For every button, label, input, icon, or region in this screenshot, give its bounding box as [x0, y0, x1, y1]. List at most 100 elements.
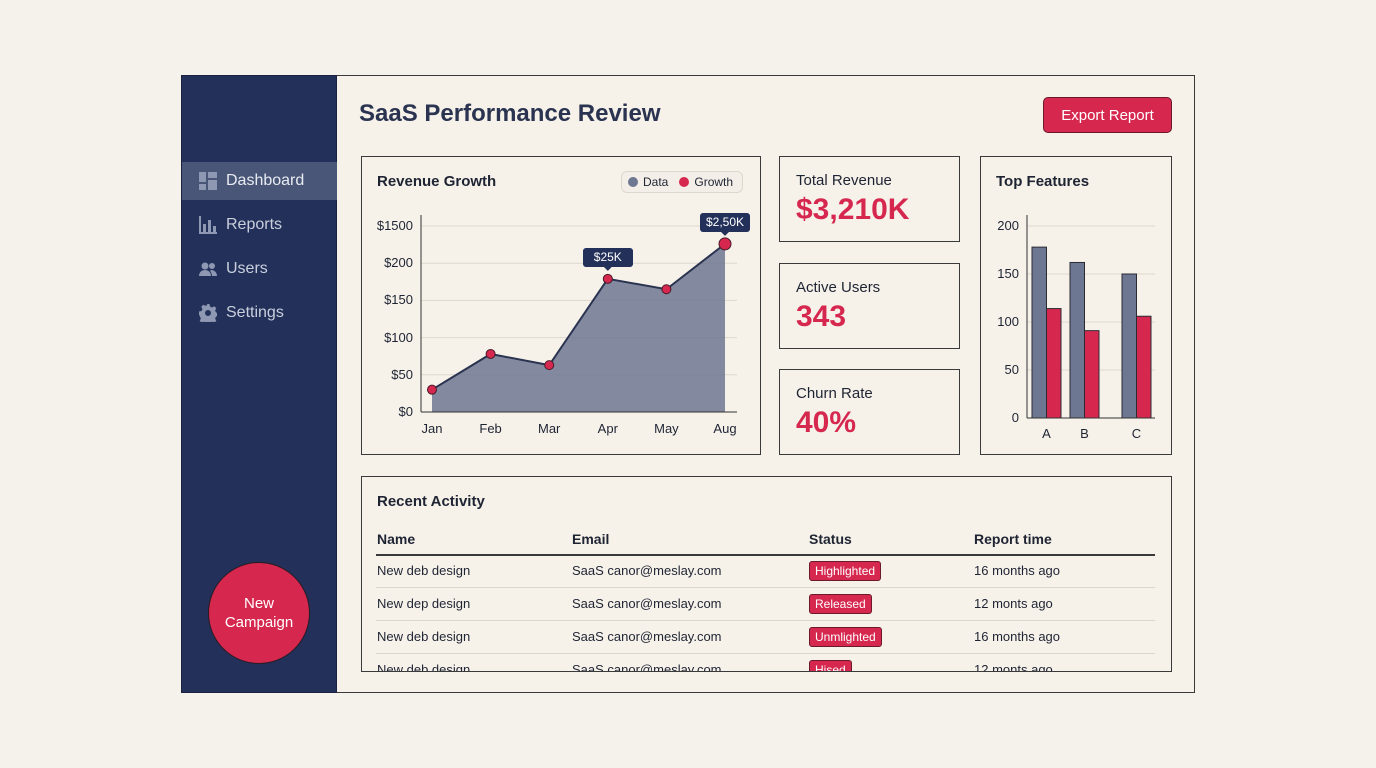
header-divider	[376, 554, 1155, 556]
row-divider	[376, 653, 1155, 654]
x-tick-label: C	[1131, 426, 1142, 441]
time-cell: 16 months ago	[974, 629, 1061, 644]
x-tick-label: Mar	[537, 421, 561, 436]
tooltip-pointer	[721, 231, 729, 236]
y-tick-label: $200	[384, 255, 413, 271]
y-tick-label: 0	[1011, 410, 1019, 425]
tooltip-label: $2,50K	[700, 212, 750, 232]
row-divider	[376, 587, 1155, 588]
table-row[interactable]: New deb design SaaS canor@meslay.com Highl…	[376, 555, 1155, 587]
column-header[interactable]: Status	[809, 531, 852, 547]
data-point	[427, 384, 437, 395]
name-cell: New deb design	[377, 629, 471, 644]
sidebar-item-label: Settings	[226, 304, 284, 321]
table-row[interactable]: New deb design SaaS canor@meslay.com Unmli…	[376, 621, 1155, 653]
new-campaign-label: New Campaign	[224, 595, 294, 631]
y-tick-label: $150	[384, 292, 413, 308]
export-report-button[interactable]: Export Report	[1043, 97, 1172, 133]
chart-legend: Data Growth	[621, 171, 743, 193]
sidebar-item-label: Reports	[226, 216, 283, 233]
status-badge: Unmlighted	[809, 627, 882, 647]
x-tick-label: Aug	[713, 421, 737, 436]
dashboard-icon	[199, 172, 217, 190]
sidebar-item-reports[interactable]: Reports	[182, 206, 337, 244]
y-tick-label: 100	[997, 314, 1019, 329]
bar	[1069, 261, 1085, 419]
y-tick-label: $0	[398, 404, 413, 419]
table-row[interactable]: New deb design SaaS canor@meslay.com Hised…	[376, 654, 1155, 671]
bar	[1084, 330, 1100, 419]
y-tick-label: $50	[391, 366, 413, 382]
y-tick-label: $1500	[376, 218, 413, 233]
legend-growth-swatch	[679, 177, 690, 187]
legend-data: Data	[643, 175, 669, 189]
sidebar-item-settings[interactable]: Settings	[182, 294, 337, 332]
data-point	[602, 273, 613, 284]
kpi-label: Churn Rate	[796, 385, 873, 402]
name-cell: New dep design	[377, 596, 471, 611]
page-title: SaaS Performance Review	[359, 100, 661, 127]
data-point	[661, 284, 672, 295]
data-point	[485, 348, 496, 359]
bar	[1121, 273, 1137, 419]
kpi-label: Total Revenue	[796, 172, 892, 189]
kpi-total-revenue: Total Revenue $3,210K	[779, 156, 960, 242]
y-tick-label: 50	[1004, 362, 1019, 377]
x-tick-label: Apr	[597, 421, 618, 436]
email-cell: SaaS canor@meslay.com	[572, 662, 722, 671]
bar	[1031, 246, 1047, 419]
legend-data-swatch	[628, 177, 638, 187]
data-point	[544, 360, 555, 371]
bar	[1046, 308, 1062, 419]
revenue-chart-plot	[420, 215, 737, 413]
new-campaign-button[interactable]: New Campaign	[208, 562, 310, 664]
column-header[interactable]: Name	[377, 531, 416, 547]
column-header[interactable]: Email	[572, 531, 610, 547]
tooltip-pointer	[603, 266, 612, 271]
time-cell: 12 monts ago	[974, 596, 1053, 611]
name-cell: New deb design	[377, 563, 471, 578]
x-tick-label: Jan	[421, 421, 443, 436]
status-badge: Released	[809, 594, 872, 614]
series-line	[431, 243, 726, 391]
kpi-value: 40%	[796, 406, 857, 439]
email-cell: SaaS canor@meslay.com	[572, 596, 722, 611]
email-cell: SaaS canor@meslay.com	[572, 629, 722, 644]
x-tick-label: B	[1080, 426, 1089, 441]
tooltip-label: $25K	[582, 247, 633, 267]
time-cell: 16 months ago	[974, 563, 1061, 578]
bar	[1136, 315, 1152, 419]
sidebar-item-dashboard[interactable]: Dashboard	[182, 162, 337, 200]
kpi-churn-rate: Churn Rate 40%	[779, 369, 960, 455]
recent-activity-panel	[361, 476, 1172, 672]
area-fill	[432, 243, 725, 412]
y-tick-label: 150	[997, 266, 1019, 281]
users-icon	[199, 262, 217, 276]
recent-activity-title: Recent Activity	[377, 493, 485, 510]
kpi-value: 343	[796, 300, 847, 333]
status-badge: Hised	[809, 660, 852, 671]
x-tick-label: May	[654, 421, 679, 436]
kpi-active-users: Active Users 343	[779, 263, 960, 349]
legend-growth: Growth	[694, 175, 734, 189]
x-tick-label: Feb	[479, 421, 502, 436]
gear-icon	[199, 304, 217, 322]
column-header[interactable]: Report time	[974, 531, 1052, 547]
top-features-plot	[1026, 215, 1155, 419]
sidebar-item-label: Dashboard	[226, 172, 305, 189]
sidebar-item-users[interactable]: Users	[182, 250, 337, 288]
email-cell: SaaS canor@meslay.com	[572, 563, 722, 578]
row-divider	[376, 620, 1155, 621]
table-row[interactable]: New dep design SaaS canor@meslay.com Relea…	[376, 588, 1155, 620]
y-tick-label: 200	[997, 218, 1019, 233]
sidebar-item-label: Users	[226, 260, 268, 277]
name-cell: New deb design	[377, 662, 471, 671]
kpi-value: $3,210K	[796, 193, 910, 226]
time-cell: 12 monts ago	[974, 662, 1053, 671]
status-badge: Highlighted	[809, 561, 882, 581]
kpi-label: Active Users	[796, 279, 881, 296]
revenue-chart-title: Revenue Growth	[377, 173, 497, 190]
y-tick-label: $100	[384, 329, 413, 345]
bar-chart-icon	[199, 216, 217, 234]
top-features-title: Top Features	[996, 173, 1090, 190]
